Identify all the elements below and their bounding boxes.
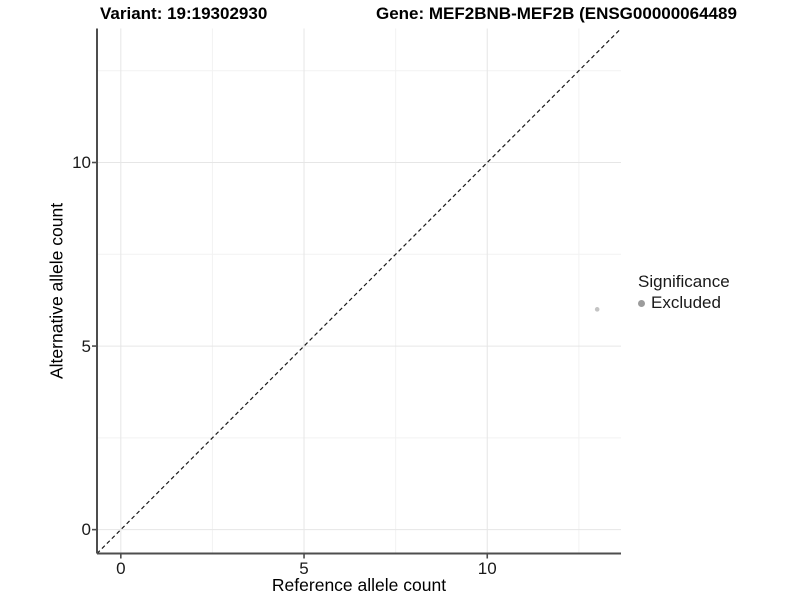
legend-item-excluded: Excluded — [638, 294, 800, 312]
y-tick-label: 0 — [81, 520, 91, 540]
identity-line — [96, 28, 622, 554]
legend-item-label: Excluded — [651, 293, 721, 312]
legend-excluded-dot-icon — [638, 299, 645, 307]
y-tick-label: 5 — [81, 336, 91, 356]
x-tick-label: 10 — [477, 559, 497, 578]
legend: Significance Excluded — [638, 272, 800, 312]
variant-title: Variant: 19:19302930 — [100, 4, 268, 23]
x-tick-label: 0 — [116, 559, 126, 578]
y-tick-label: 10 — [72, 153, 91, 172]
x-tick-label: 5 — [299, 559, 309, 578]
x-axis-title: Reference allele count — [271, 575, 447, 595]
legend-title: Significance — [638, 272, 730, 291]
data-point — [594, 307, 600, 312]
y-axis-title: Alternative allele count — [46, 202, 67, 379]
gene-title: Gene: MEF2BNB-MEF2B (ENSG00000064489 — [376, 4, 737, 23]
